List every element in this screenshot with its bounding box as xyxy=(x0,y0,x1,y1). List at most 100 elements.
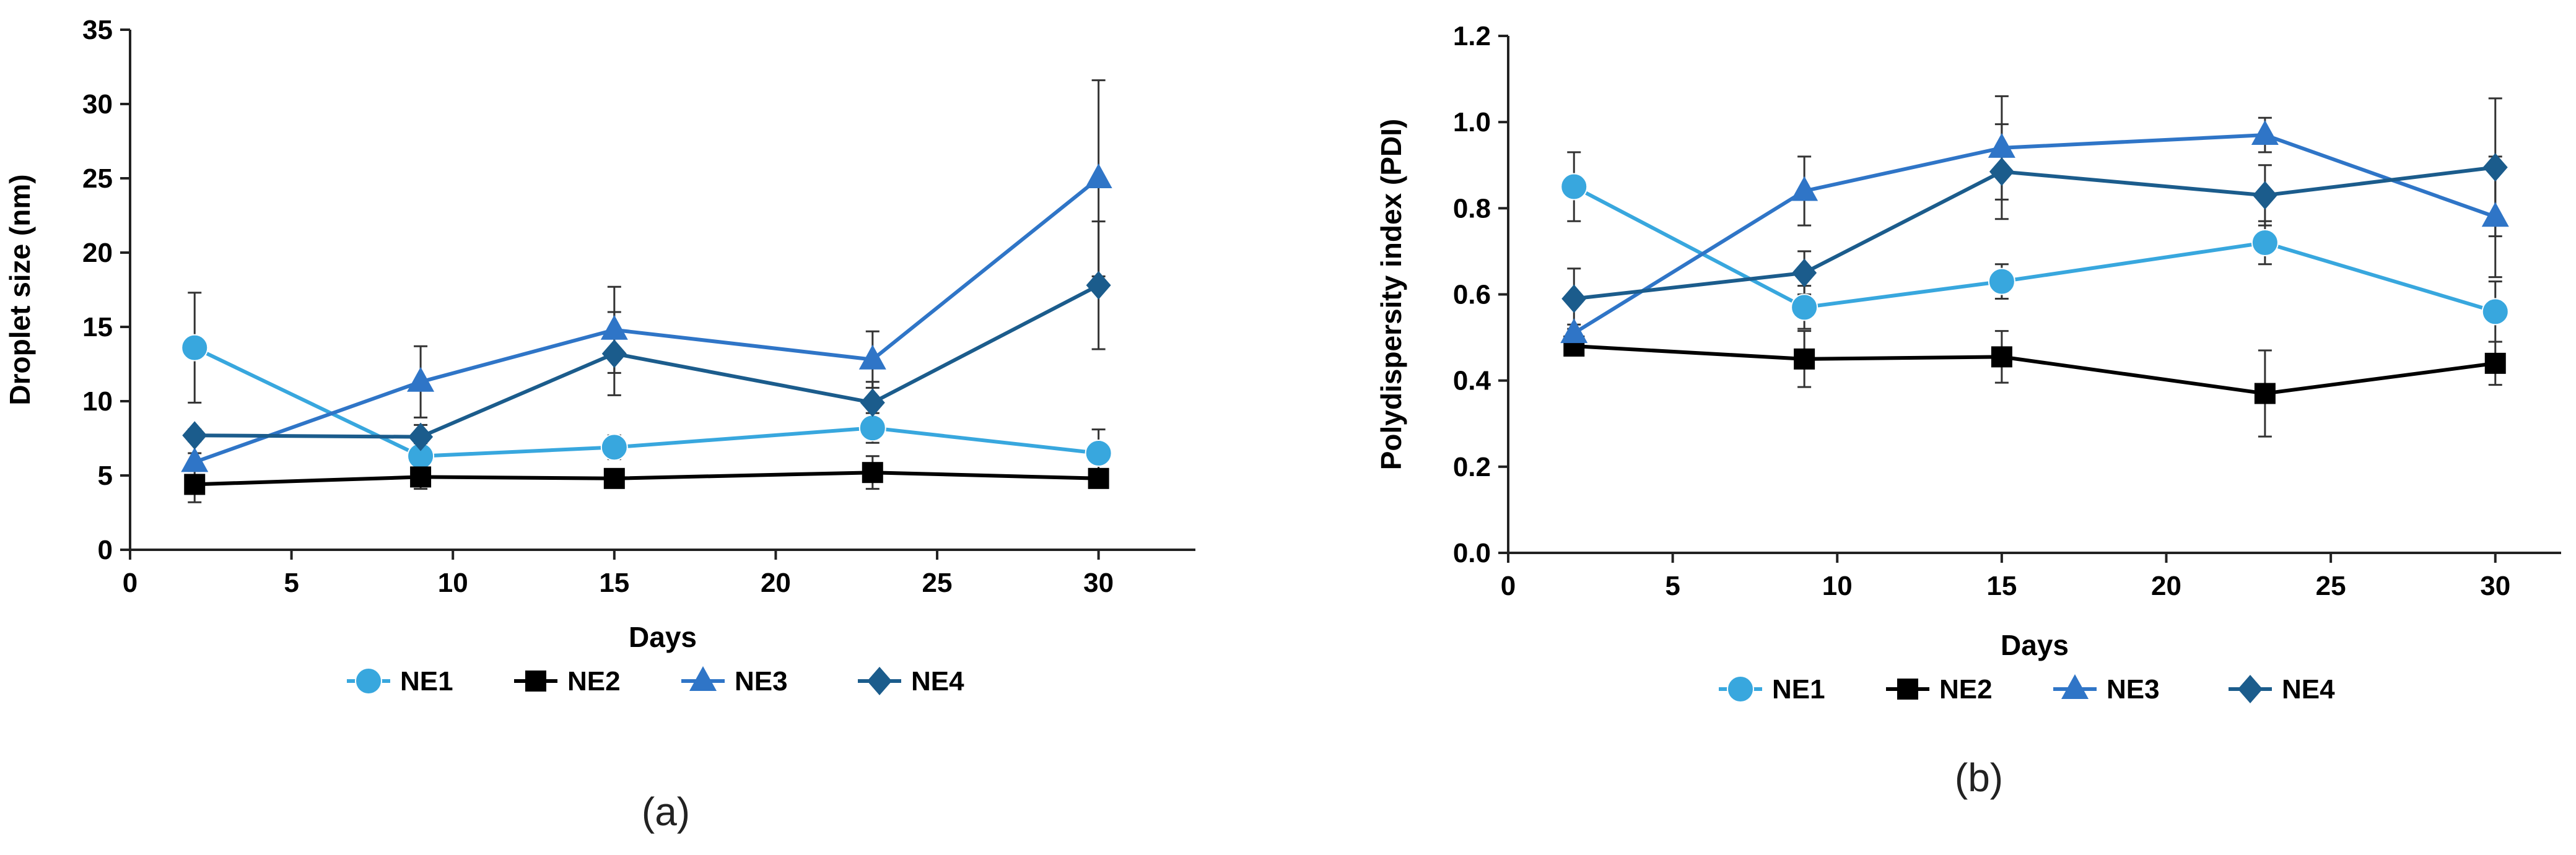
data-point-circle xyxy=(1791,293,1818,321)
legend-item-ne1: NE1 xyxy=(347,666,453,697)
data-point-circle xyxy=(1560,173,1588,201)
legend: NE1 NE2 NE3 NE4 xyxy=(1719,674,2335,705)
legend-item-ne3: NE3 xyxy=(681,666,788,697)
x-tick-label: 25 xyxy=(922,568,953,598)
y-tick-label: 30 xyxy=(82,89,113,119)
data-point-diamond xyxy=(182,421,207,450)
data-point-circle xyxy=(600,433,628,461)
error-bars-ne1 xyxy=(1567,151,2502,343)
data-point-diamond xyxy=(601,339,627,368)
series-line xyxy=(194,471,1099,487)
legend-marker-triangle xyxy=(689,666,717,691)
data-point-square xyxy=(2484,352,2506,374)
series-line xyxy=(1573,133,2496,335)
legend-item-ne2: NE2 xyxy=(1886,674,1993,705)
legend-label: NE1 xyxy=(1772,674,1825,705)
x-tick-label: 5 xyxy=(1665,571,1680,601)
legend-item-ne4: NE4 xyxy=(2229,674,2335,705)
chart-a: 0 5 10 15 20 25 30 35 0 5 10 15 20 25 30 Days Droplet si… xyxy=(4,15,1195,834)
x-axis-title: Days xyxy=(2001,629,2069,661)
legend-label: NE1 xyxy=(400,666,453,697)
legend-marker-triangle xyxy=(2061,674,2089,699)
y-tick-label: 5 xyxy=(98,461,113,491)
series-ne3 xyxy=(1560,120,2509,344)
data-point-diamond xyxy=(1561,284,1587,313)
data-point-diamond xyxy=(1792,258,1817,287)
x-tick-label: 30 xyxy=(1083,568,1114,598)
data-point-circle xyxy=(1085,440,1112,467)
legend-marker-circle xyxy=(355,667,382,695)
data-point-circle xyxy=(2251,229,2279,256)
legend-label: NE4 xyxy=(911,666,964,697)
data-point-triangle xyxy=(600,315,628,340)
series-ne1 xyxy=(181,334,1112,470)
data-point-circle xyxy=(858,414,886,442)
y-tick-label: 35 xyxy=(82,15,113,45)
data-point-triangle xyxy=(2481,202,2509,227)
legend-item-ne4: NE4 xyxy=(858,666,964,697)
x-tick-label: 5 xyxy=(284,568,299,598)
x-tick-label: 0 xyxy=(123,568,138,598)
data-point-diamond xyxy=(2252,181,2277,210)
x-tick-label: 25 xyxy=(2316,571,2346,601)
y-tick-label: 0 xyxy=(98,535,113,565)
data-point-square xyxy=(1088,467,1109,489)
error-bars-ne3 xyxy=(1567,95,2502,343)
data-point-triangle xyxy=(2251,120,2279,145)
series-ne4 xyxy=(1561,153,2508,313)
data-point-circle xyxy=(1988,267,2015,295)
y-tick-label: 0.2 xyxy=(1453,452,1491,482)
data-point-diamond xyxy=(1989,157,2014,186)
figure-caption: (b) xyxy=(1955,755,2003,800)
legend: NE1 NE2 NE3 NE4 xyxy=(347,666,964,697)
legend-label: NE3 xyxy=(2107,674,2160,705)
legend-label: NE4 xyxy=(2282,674,2335,705)
error-bars-ne1 xyxy=(188,292,1106,478)
y-tick-label: 0.0 xyxy=(1453,538,1491,568)
data-point-circle xyxy=(2481,298,2509,326)
legend-marker-diamond xyxy=(867,667,892,695)
y-axis-title: Polydispersity index (PDI) xyxy=(1375,119,1407,470)
y-tick-label: 0.6 xyxy=(1453,280,1491,310)
legend-item-ne1: NE1 xyxy=(1719,674,1825,705)
data-point-square xyxy=(410,466,432,488)
x-axis-title: Days xyxy=(629,621,697,653)
x-tick-label: 30 xyxy=(2480,571,2510,601)
error-bars-ne4 xyxy=(1567,97,2502,330)
y-tick-label: 20 xyxy=(82,238,113,268)
data-point-square xyxy=(2254,383,2276,404)
data-point-triangle xyxy=(1560,318,1588,344)
data-point-square xyxy=(603,467,625,489)
data-point-diamond xyxy=(1086,271,1111,300)
data-point-diamond xyxy=(408,422,434,451)
x-tick-label: 20 xyxy=(761,568,791,598)
data-point-triangle xyxy=(1791,176,1818,201)
data-point-triangle xyxy=(181,447,209,472)
data-point-diamond xyxy=(2482,153,2508,182)
legend-item-ne3: NE3 xyxy=(2053,674,2160,705)
data-point-triangle xyxy=(1085,163,1112,188)
y-tick-label: 0.4 xyxy=(1453,366,1491,396)
data-point-square xyxy=(184,474,206,495)
series-line xyxy=(194,176,1100,464)
series-ne2 xyxy=(1563,336,2506,404)
data-point-triangle xyxy=(407,367,435,392)
y-tick-label: 0.8 xyxy=(1453,193,1491,224)
series-line xyxy=(1574,344,2496,396)
data-point-square xyxy=(862,462,883,484)
series-ne2 xyxy=(184,462,1109,495)
y-axis-title: Droplet size (nm) xyxy=(4,174,36,405)
y-tick-label: 1.0 xyxy=(1453,107,1491,137)
y-tick-label: 15 xyxy=(82,312,113,342)
x-tick-label: 20 xyxy=(2151,571,2181,601)
legend-marker-square xyxy=(1897,679,1918,700)
data-point-circle xyxy=(181,334,209,362)
legend-item-ne2: NE2 xyxy=(514,666,621,697)
x-tick-label: 15 xyxy=(1986,571,2017,601)
y-tick-label: 25 xyxy=(82,163,113,194)
data-point-square xyxy=(1991,346,2012,368)
error-bars-ne2 xyxy=(1567,330,2502,438)
x-tick-label: 0 xyxy=(1501,571,1516,601)
data-point-diamond xyxy=(860,388,885,417)
series-line xyxy=(193,345,1099,458)
